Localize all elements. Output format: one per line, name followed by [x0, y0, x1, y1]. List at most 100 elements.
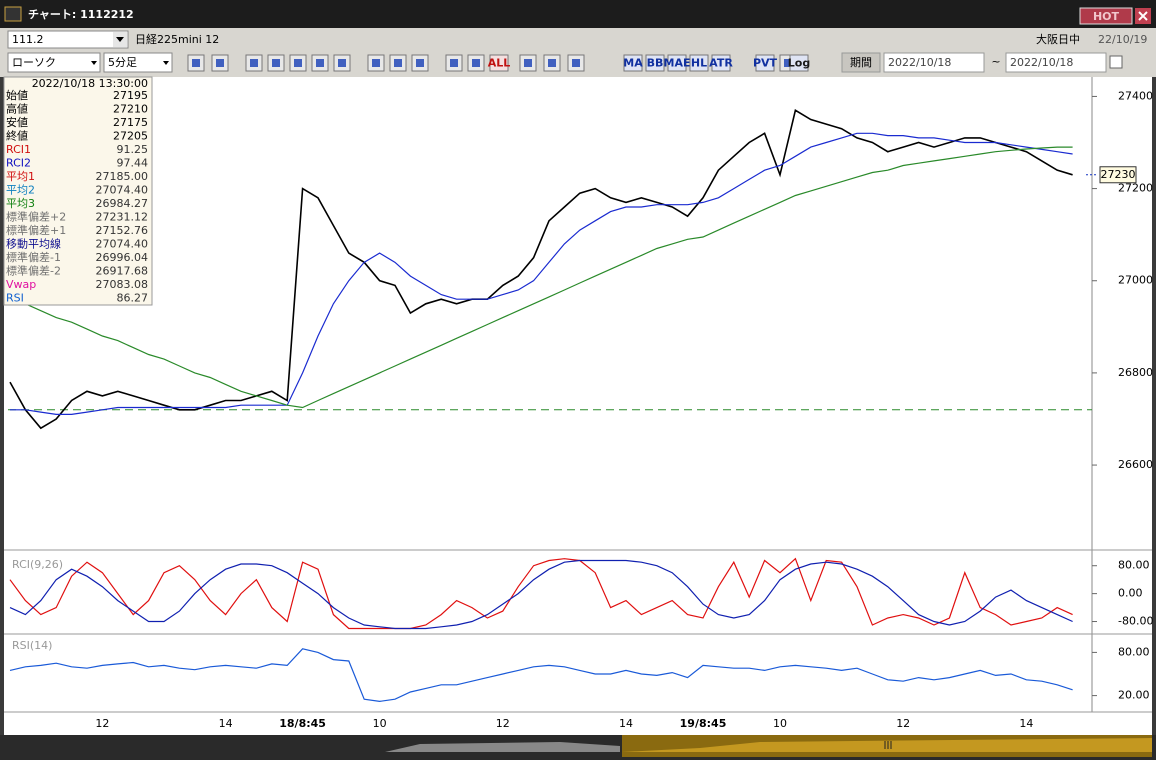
series-line — [9, 109, 1073, 430]
tool-glyph — [450, 59, 458, 67]
tool-button[interactable] — [755, 54, 775, 72]
from-date[interactable] — [883, 52, 985, 73]
y-tick-label: 27400 — [1118, 89, 1153, 102]
info-value: 27074.40 — [96, 184, 149, 197]
chart-area — [4, 77, 1152, 735]
y-tick-label: 80.00 — [1118, 645, 1150, 658]
tool-button[interactable] — [789, 54, 809, 72]
tool-glyph — [394, 59, 402, 67]
info-label: Vwap — [6, 278, 36, 291]
series-line — [10, 132, 1073, 415]
y-tick-label: 27200 — [1118, 182, 1153, 195]
to-date[interactable] — [1005, 52, 1107, 73]
x-tick-label: 12 — [496, 717, 510, 730]
tool-button-label[interactable]: PVT — [753, 57, 778, 70]
checkbox[interactable] — [1109, 55, 1123, 69]
y-tick-label: 0.00 — [1118, 587, 1143, 600]
x-tick-label: 10 — [773, 717, 787, 730]
period-button[interactable] — [841, 52, 881, 73]
tool-button[interactable] — [711, 54, 731, 72]
tool-button-label[interactable]: MAE — [664, 57, 691, 70]
info-label: 移動平均線 — [6, 237, 61, 251]
info-timestamp: 2022/10/18 13:30:00 — [32, 77, 148, 90]
tool-glyph — [784, 59, 792, 67]
symbol-bar — [0, 28, 1156, 50]
x-tick-label: 19/8:45 — [680, 717, 727, 730]
hot-button[interactable] — [1079, 7, 1133, 25]
range-separator: ~ — [991, 55, 1000, 68]
info-panel — [3, 76, 153, 306]
period-label[interactable]: 期間 — [850, 56, 872, 69]
tool-glyph — [372, 59, 380, 67]
tool-glyph — [548, 59, 556, 67]
info-label: RCI2 — [6, 157, 31, 170]
info-label: 標準偏差+1 — [6, 223, 66, 237]
title-bar — [0, 0, 1156, 28]
symbol-input[interactable] — [7, 30, 129, 49]
info-label: 平均1 — [6, 170, 35, 183]
info-value: 91.25 — [117, 143, 149, 156]
tool-button[interactable] — [667, 54, 687, 72]
info-value: 27152.76 — [96, 224, 149, 237]
y-tick-label: -80.00 — [1118, 615, 1153, 628]
info-label: 平均3 — [6, 197, 35, 210]
style-select[interactable] — [7, 52, 101, 73]
interval-select[interactable] — [103, 52, 173, 73]
series-line — [9, 557, 1073, 630]
tool-button[interactable] — [623, 54, 643, 72]
tool-button[interactable] — [489, 54, 509, 72]
info-label: RSI — [6, 292, 24, 305]
info-label: 標準偏差+2 — [6, 210, 66, 224]
overview — [385, 742, 620, 752]
tool-glyph — [472, 59, 480, 67]
tool-button[interactable] — [689, 54, 709, 72]
info-value: 27175 — [113, 116, 148, 129]
tool-button-label[interactable]: Log — [788, 57, 810, 70]
tool-glyph — [316, 59, 324, 67]
tool-button-label[interactable]: ALL — [488, 57, 511, 70]
tool-button-label[interactable]: MA — [623, 57, 643, 70]
info-label: 標準偏差-2 — [6, 264, 61, 278]
tool-button-label[interactable]: HL — [691, 57, 707, 70]
tool-glyph — [216, 59, 224, 67]
info-value: 26996.04 — [96, 251, 149, 264]
interval[interactable]: 5分足 — [108, 56, 137, 69]
tool-glyph — [572, 59, 580, 67]
symbol-name: 日経225mini 12 — [135, 33, 219, 46]
overview — [622, 738, 1152, 752]
tool-button-label[interactable]: ATR — [709, 57, 733, 70]
info-label: 高値 — [6, 102, 28, 116]
info-label: 標準偏差-1 — [6, 250, 61, 264]
dropdown-arrow — [91, 61, 97, 65]
info-rows: 始値 27195 高値 27210 安値 27175 終値 27205 RCI1 91.25 RCI… — [6, 88, 148, 305]
tool-glyph — [294, 59, 302, 67]
info-value: 26984.27 — [96, 197, 149, 210]
dropdown-arrow — [116, 37, 124, 42]
from-date-text[interactable]: 2022/10/18 — [888, 56, 951, 69]
tool-glyph — [416, 59, 424, 67]
y-tick-label: 20.00 — [1118, 689, 1150, 702]
to-date-text[interactable]: 2022/10/18 — [1010, 56, 1073, 69]
info-value: 97.44 — [117, 157, 149, 170]
market-name: 大阪日中 — [1036, 32, 1080, 46]
info-value: 27074.40 — [96, 238, 149, 251]
chart-style[interactable]: ローソク — [12, 56, 56, 69]
info-label: 安値 — [6, 115, 28, 129]
last-price-label: 27230 — [1101, 168, 1136, 181]
tool-glyph — [250, 59, 258, 67]
info-value: 86.27 — [117, 292, 149, 305]
x-tick-label: 10 — [373, 717, 387, 730]
y-tick-label: 26600 — [1118, 458, 1153, 471]
info-label: RCI1 — [6, 143, 31, 156]
symbol-code[interactable]: 111.2 — [12, 33, 44, 46]
tool-button[interactable] — [645, 54, 665, 72]
info-value: 26917.68 — [96, 265, 149, 278]
panel-title: RSI(14) — [12, 639, 52, 652]
tool-glyph — [524, 59, 532, 67]
info-label: 平均2 — [6, 184, 35, 197]
hot-label[interactable]: HOT — [1093, 10, 1120, 23]
tool-button-label[interactable]: BB — [647, 57, 664, 70]
x-tick-label: 18/8:45 — [279, 717, 326, 730]
info-value: 27231.12 — [96, 211, 149, 224]
